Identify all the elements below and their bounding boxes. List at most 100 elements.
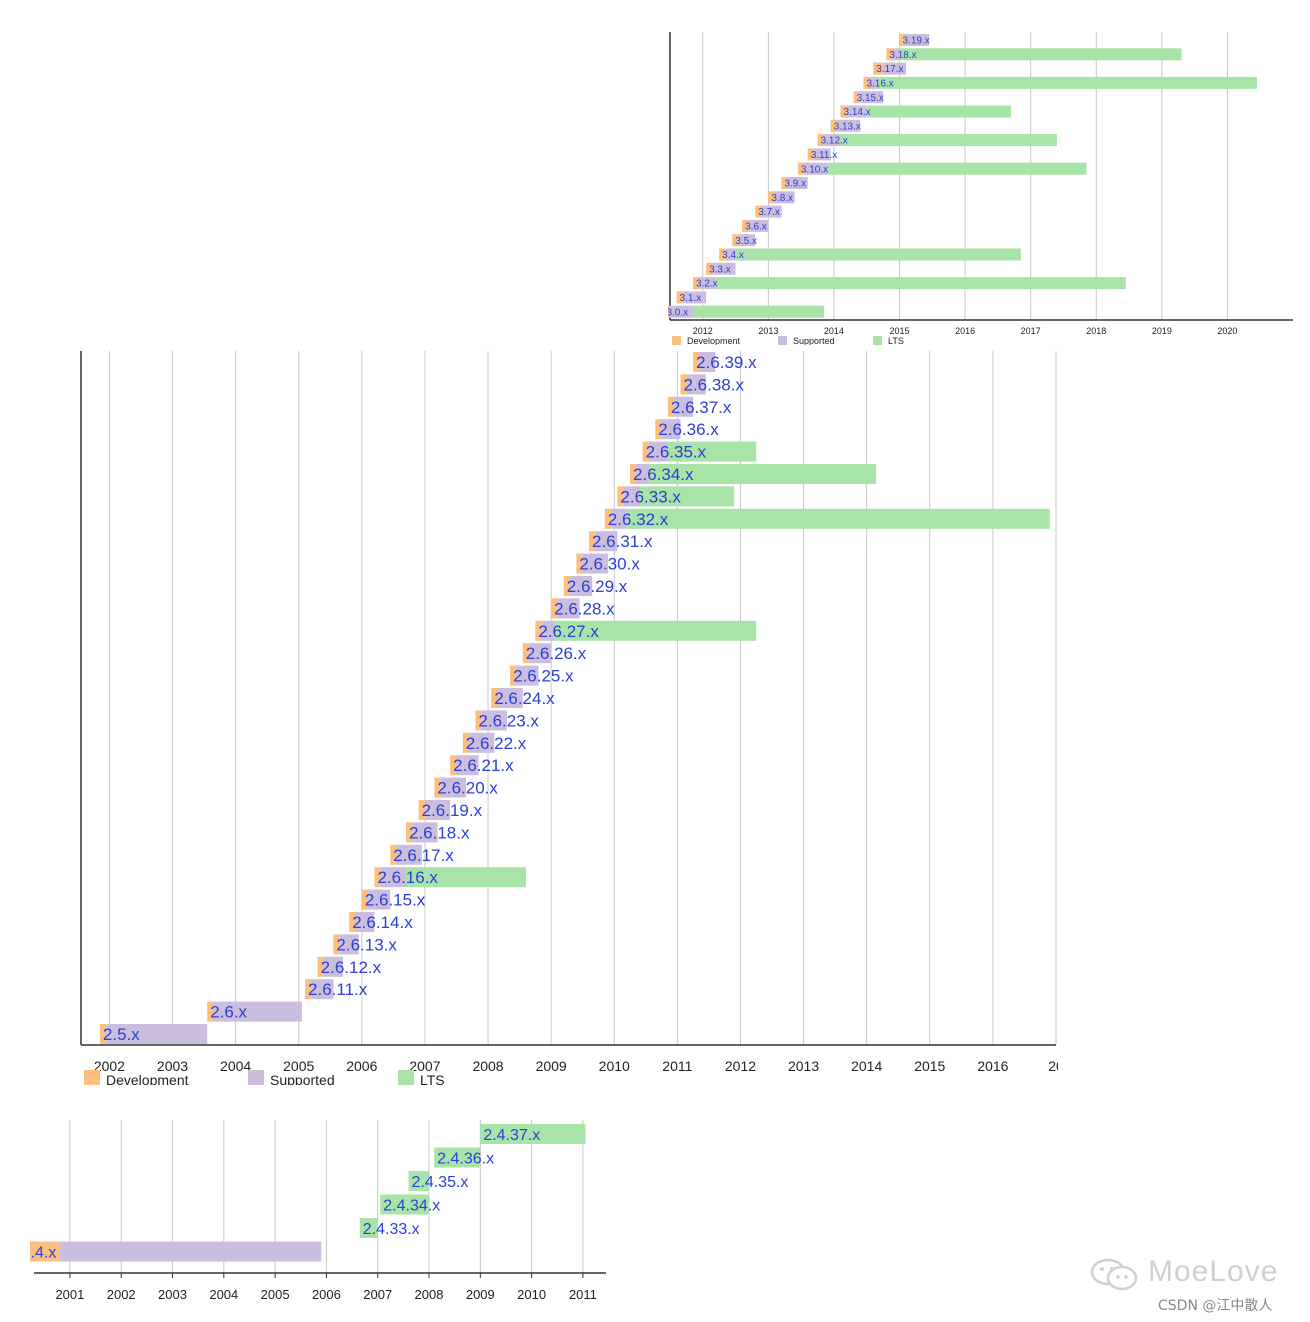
version-label: 3.11.x — [811, 150, 838, 161]
supported-bar — [636, 464, 649, 484]
watermark-credit-text: CSDN @江中散人 — [1158, 1298, 1273, 1314]
development-bar — [510, 665, 517, 686]
supported-bar — [761, 205, 782, 218]
development-bar — [680, 374, 687, 395]
development-bar — [207, 1001, 214, 1022]
version-label: 3.6.x — [745, 222, 767, 233]
x-tick-label: 2015 — [890, 326, 910, 336]
version-label: 2.6.36.x — [658, 420, 719, 439]
legend-swatch — [672, 336, 681, 345]
x-tick-label: 2010 — [599, 1058, 630, 1074]
development-bar — [604, 508, 612, 529]
version-label: 2.6.18.x — [409, 823, 470, 842]
x-tick-label: 2014 — [824, 326, 844, 336]
lts-bar — [735, 248, 1021, 261]
development-bar — [667, 396, 675, 417]
version-label: 2.6.21.x — [453, 756, 514, 775]
development-bar — [576, 553, 583, 574]
version-label: 3.17.x — [876, 64, 903, 75]
supported-bar — [670, 305, 693, 318]
version-label: 3.2.x — [696, 279, 718, 290]
x-tick-label: 2012 — [725, 1058, 756, 1074]
development-bar — [317, 956, 324, 977]
lts-bar — [876, 76, 1257, 89]
version-label: 3.14.x — [844, 107, 871, 118]
development-bar — [305, 979, 312, 1000]
lts-bar — [380, 1194, 430, 1215]
development-bar — [863, 76, 871, 89]
development-bar — [462, 732, 470, 753]
version-label: 2.6.12.x — [321, 958, 382, 977]
version-label: 2.6.29.x — [567, 577, 628, 596]
supported-bar — [686, 374, 706, 395]
x-tick-label: 2007 — [363, 1287, 392, 1302]
x-tick-label: 2006 — [346, 1058, 377, 1074]
supported-bar — [469, 732, 495, 753]
legend-swatch — [398, 1070, 414, 1086]
supported-bar — [481, 710, 507, 731]
lts-bar — [406, 867, 526, 888]
version-label: 3.19.x — [903, 36, 930, 47]
supported-bar — [440, 777, 466, 798]
version-label: 2.6.x — [210, 1003, 247, 1022]
x-tick-label: 2013 — [788, 1058, 819, 1074]
development-bar — [797, 162, 805, 175]
development-bar — [655, 419, 662, 440]
supported-bar — [712, 262, 736, 275]
development-bar — [706, 262, 713, 275]
x-tick-label: 2019 — [1152, 326, 1172, 336]
lts-bar — [408, 1171, 430, 1191]
lts-bar — [667, 441, 757, 462]
watermark-logo-text: MoeLove — [1148, 1255, 1279, 1288]
x-tick-label: 2010 — [517, 1287, 546, 1302]
supported-bar — [570, 576, 593, 596]
chart-3x-svg: 2012 2013 2014 2015 2016 2017 2018 2019 2020 3.19… — [663, 32, 1293, 346]
legend-label: Development — [687, 336, 741, 346]
legend-swatch — [84, 1070, 100, 1086]
legend-label: Supported — [793, 336, 835, 346]
supported-bar — [860, 91, 884, 104]
chart-24x-svg: 2001 2002 2003 2004 2005 2006 2007 2008 2009 2010… — [18, 1120, 606, 1302]
development-bar — [732, 234, 739, 247]
version-label: 2.4.36.x — [437, 1151, 494, 1168]
supported-bar — [595, 531, 618, 552]
version-label: 2.4.37.x — [483, 1127, 540, 1144]
supported-bar — [611, 508, 627, 529]
version-label: 2.6.31.x — [592, 532, 653, 551]
version-label: 3.4.x — [722, 250, 744, 261]
supported-bar — [623, 486, 640, 507]
version-label: 2.6.38.x — [684, 375, 745, 394]
x-tick-label: 2004 — [220, 1058, 251, 1074]
version-label: 2.6.39.x — [696, 353, 757, 372]
supported-bar — [323, 956, 343, 977]
supported-bar — [380, 867, 406, 888]
supported-bar — [683, 291, 707, 304]
supported-bar — [106, 1024, 208, 1044]
watermark: MoeLove CSDN @江中散人 — [1090, 1255, 1300, 1315]
version-label: 3.13.x — [834, 121, 861, 132]
development-bar — [390, 844, 397, 865]
x-tick-label: 20 — [1048, 1058, 1058, 1074]
version-label: 3.10.x — [801, 164, 828, 175]
version-label: 2.6.22.x — [466, 734, 527, 753]
supported-bar — [661, 419, 681, 440]
x-tick-label: 2003 — [158, 1287, 187, 1302]
version-label: 3.8.x — [771, 193, 793, 204]
version-label: 2.6.19.x — [422, 801, 483, 820]
legend-swatch — [778, 336, 787, 345]
legend-label: Supported — [270, 1072, 335, 1085]
version-label: 2.6.28.x — [554, 599, 615, 618]
x-tick-label: 2018 — [1086, 326, 1106, 336]
version-label: 3.3.x — [709, 264, 731, 275]
version-label: 2.6.17.x — [393, 846, 454, 865]
development-bar — [434, 777, 441, 798]
development-bar — [589, 531, 596, 552]
version-label: 2.5.x — [103, 1025, 140, 1044]
development-bar — [522, 643, 530, 664]
supported-bar — [311, 979, 334, 1000]
legend-label: Development — [106, 1072, 189, 1085]
development-bar — [676, 291, 684, 304]
development-bar — [99, 1024, 107, 1044]
version-label: 3.16.x — [866, 79, 893, 90]
development-bar — [617, 486, 624, 507]
